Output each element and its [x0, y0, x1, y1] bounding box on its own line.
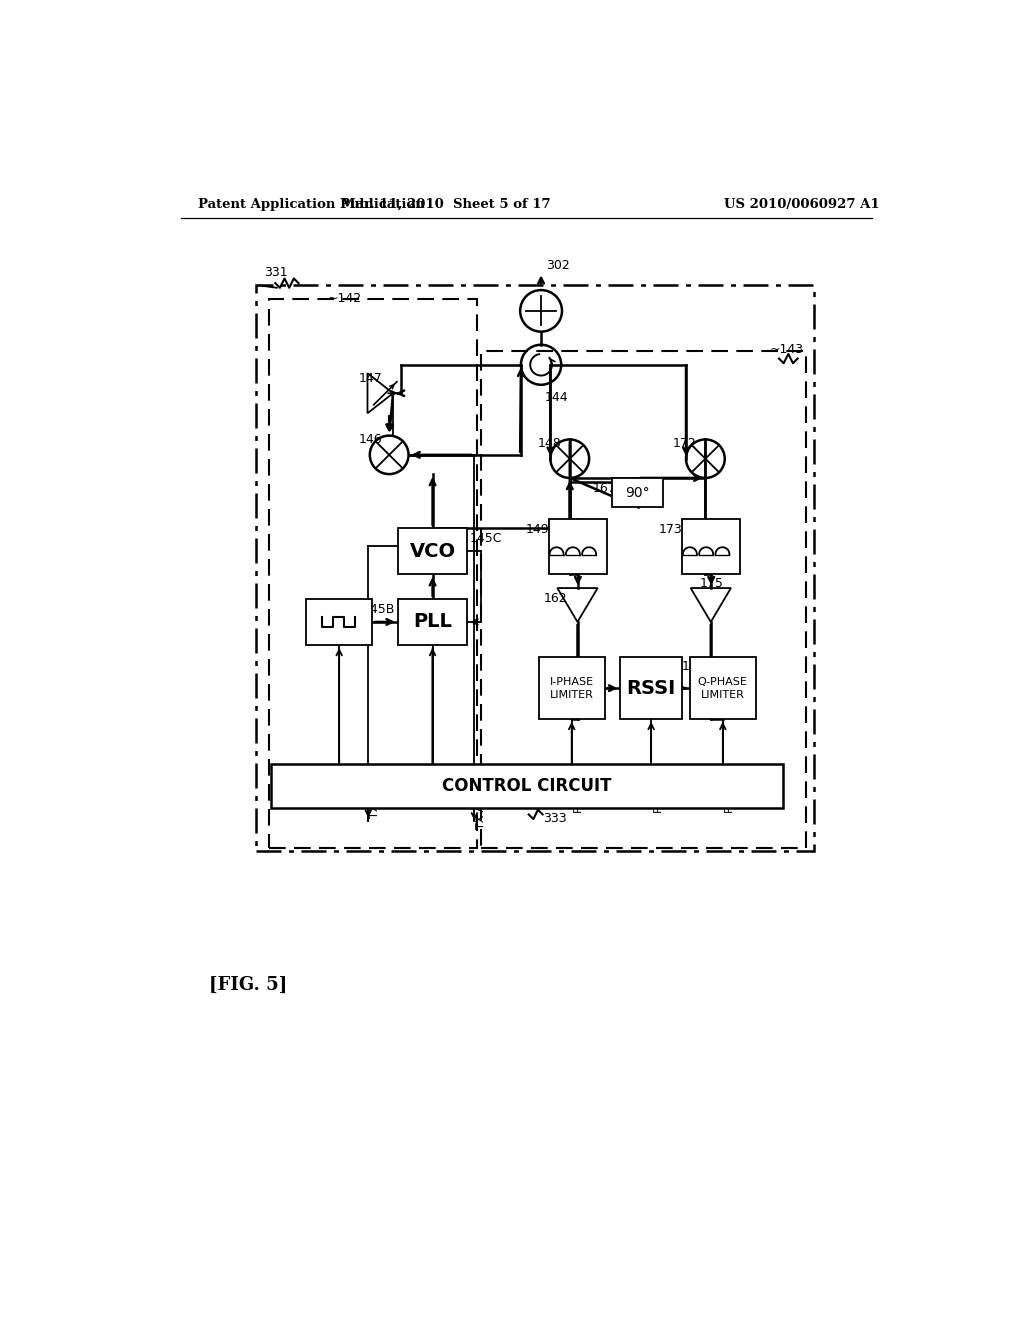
- Text: 145C: 145C: [470, 532, 503, 545]
- Bar: [690, 657, 756, 719]
- Text: 145B: 145B: [362, 603, 395, 615]
- Text: 162: 162: [544, 591, 567, 605]
- Bar: [480, 351, 806, 847]
- Bar: [549, 519, 607, 574]
- Bar: [269, 298, 477, 847]
- Bar: [539, 657, 604, 719]
- Text: RXS-I: RXS-I: [573, 783, 584, 812]
- Text: VCO: VCO: [410, 541, 456, 561]
- Text: 176: 176: [692, 660, 716, 673]
- Text: Q-PHASE
LIMITER: Q-PHASE LIMITER: [698, 677, 748, 700]
- Text: 178: 178: [682, 660, 706, 673]
- Text: 90°: 90°: [626, 486, 650, 499]
- Text: 331: 331: [264, 265, 288, 279]
- Text: 145A: 145A: [308, 603, 341, 615]
- Text: 173: 173: [658, 523, 683, 536]
- Text: RSSI: RSSI: [652, 787, 663, 812]
- Bar: [256, 285, 814, 851]
- Bar: [397, 528, 467, 574]
- Text: 175: 175: [699, 577, 723, 590]
- Text: Mar. 11, 2010  Sheet 5 of 17: Mar. 11, 2010 Sheet 5 of 17: [341, 198, 551, 211]
- Bar: [397, 599, 467, 645]
- Text: TX-ASK: TX-ASK: [476, 789, 486, 829]
- Text: CONTROL CIRCUIT: CONTROL CIRCUIT: [442, 777, 612, 795]
- Text: PLL: PLL: [413, 612, 452, 631]
- Bar: [612, 478, 663, 507]
- Bar: [682, 519, 740, 574]
- Bar: [621, 657, 682, 719]
- Text: US 2010/0060927 A1: US 2010/0060927 A1: [724, 198, 880, 211]
- Text: 148: 148: [538, 437, 561, 450]
- Bar: [271, 763, 783, 808]
- Text: 147: 147: [358, 372, 382, 384]
- Text: ~142: ~142: [328, 292, 362, 305]
- Text: 144: 144: [545, 391, 568, 404]
- Text: Patent Application Publication: Patent Application Publication: [198, 198, 425, 211]
- Text: RSSI: RSSI: [627, 678, 676, 698]
- Text: I-PHASE
LIMITER: I-PHASE LIMITER: [550, 677, 594, 700]
- Text: RXS-Q₁: RXS-Q₁: [724, 772, 734, 812]
- Text: 149: 149: [525, 523, 549, 536]
- Text: ~143: ~143: [770, 342, 804, 355]
- Text: [FIG. 5]: [FIG. 5]: [209, 975, 288, 994]
- Text: 333: 333: [543, 812, 566, 825]
- Text: 167: 167: [593, 482, 616, 495]
- Bar: [306, 599, 372, 645]
- Text: 172: 172: [673, 437, 696, 450]
- Text: TX-PWR: TX-PWR: [370, 775, 380, 818]
- Text: 163: 163: [541, 660, 564, 673]
- Text: 146: 146: [358, 433, 382, 446]
- Text: 302: 302: [546, 259, 569, 272]
